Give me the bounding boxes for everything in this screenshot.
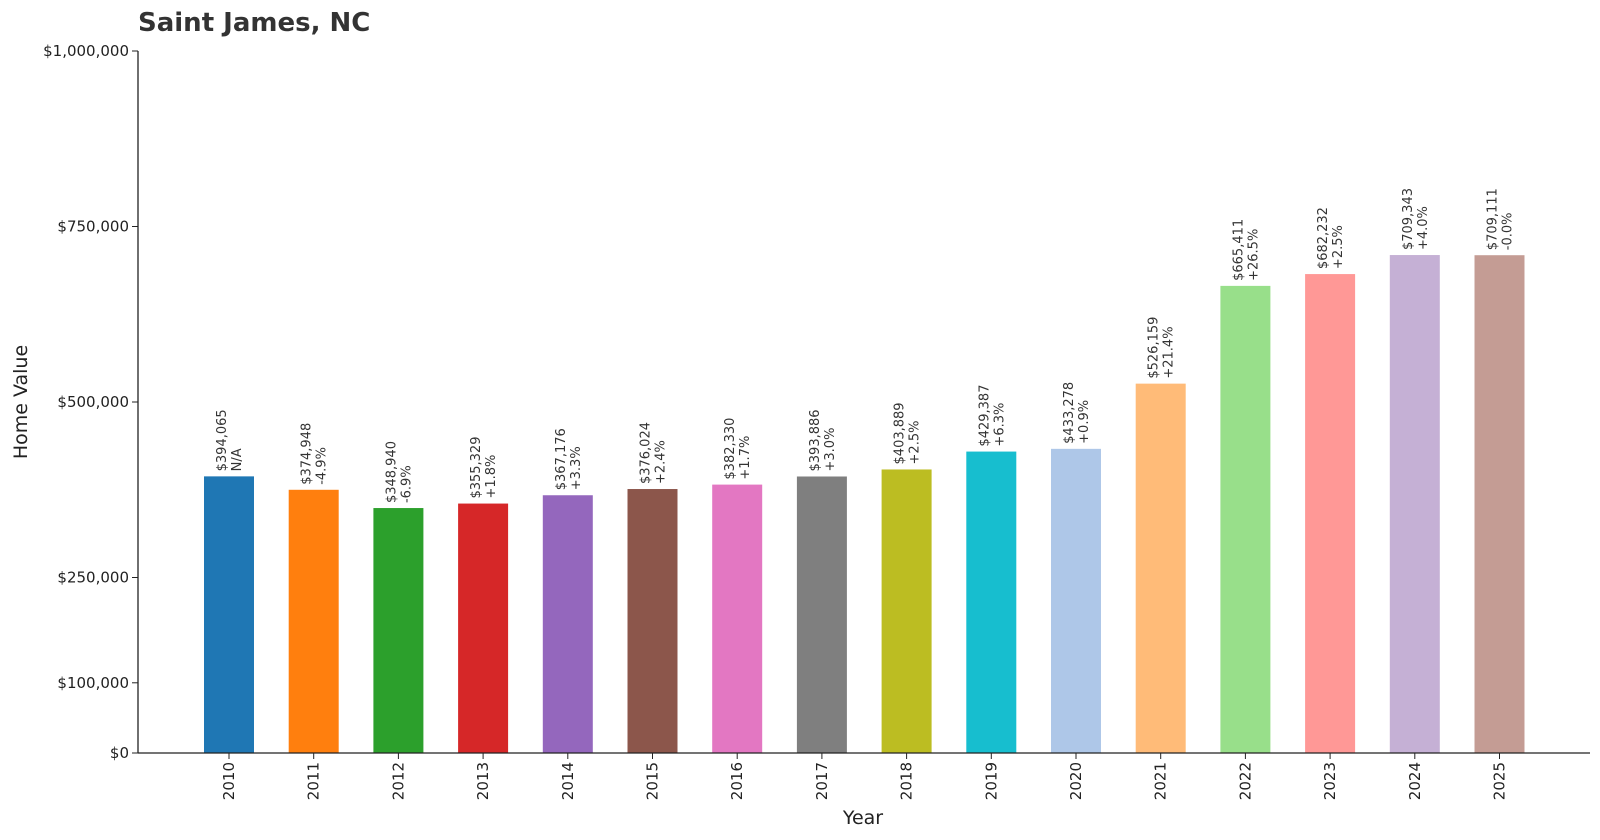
bar-value-label: $709,111	[1486, 188, 1501, 250]
bar-change-label: +2.4%	[654, 440, 669, 484]
bar-value-label: $682,232	[1316, 207, 1331, 269]
bar-change-label: -4.9%	[315, 447, 330, 485]
bar-2010	[204, 476, 254, 753]
bar-2021	[1135, 383, 1186, 753]
y-tick-label: $100,000	[57, 674, 129, 692]
x-tick-label: 2021	[1152, 762, 1170, 800]
bar-2011	[288, 489, 339, 753]
bar-change-label: +3.3%	[569, 446, 584, 490]
y-tick-label: $500,000	[57, 393, 129, 411]
bar-change-label: +6.3%	[992, 403, 1007, 447]
bar-change-label: +21.4%	[1162, 326, 1177, 378]
bar-value-label: $348,940	[384, 441, 399, 503]
y-tick-label: $750,000	[57, 218, 129, 236]
bar-change-label: -0.0%	[1501, 212, 1516, 250]
x-tick-label: 2024	[1406, 762, 1424, 800]
bar-value-label: $709,343	[1401, 188, 1416, 250]
x-tick-label: 2016	[728, 762, 746, 800]
y-axis-ticks: $0 $100,000 $250,000 $500,000 $750,000 $1,000…	[43, 42, 138, 762]
y-axis-label: Home Value	[10, 345, 32, 459]
bar-2012	[373, 508, 424, 753]
bars	[204, 255, 1525, 754]
bar-change-label: +4.0%	[1416, 206, 1431, 250]
bar-2023	[1305, 274, 1356, 753]
bar-value-label: $433,278	[1062, 382, 1077, 444]
x-tick-label: 2015	[644, 762, 662, 800]
bar-change-label: -6.9%	[399, 465, 414, 503]
bar-change-label: +2.5%	[1331, 225, 1346, 269]
bar-value-label: $355,329	[469, 437, 484, 499]
x-tick-label: 2022	[1236, 762, 1254, 800]
bar-2015	[627, 489, 678, 753]
bar-value-label: $403,889	[893, 402, 908, 464]
bar-change-label: +26.5%	[1246, 229, 1261, 281]
bar-change-label: +3.0%	[823, 428, 838, 472]
x-tick-label: 2013	[474, 762, 492, 800]
x-tick-label: 2023	[1321, 762, 1339, 800]
bar-2018	[881, 469, 932, 753]
x-tick-label: 2018	[898, 762, 916, 800]
bar-value-label: $374,948	[300, 423, 315, 485]
y-tick-label: $250,000	[57, 569, 129, 587]
y-tick-label: $1,000,000	[43, 42, 129, 60]
bar-2016	[712, 484, 763, 753]
bar-2024	[1389, 255, 1440, 754]
bar-change-label: +0.9%	[1077, 400, 1092, 444]
bar-2022	[1220, 285, 1271, 753]
bar-value-label: $393,886	[808, 409, 823, 471]
x-tick-label: 2019	[982, 762, 1000, 800]
bar-value-label: $394,065	[215, 409, 230, 471]
x-axis-label: Year	[842, 807, 883, 829]
bar-value-label: $429,387	[977, 385, 992, 447]
bar-value-label: $526,159	[1147, 317, 1162, 379]
x-tick-label: 2020	[1067, 762, 1085, 800]
bar-2020	[1051, 448, 1101, 753]
bar-change-label: +2.5%	[908, 421, 923, 465]
bar-labels: $394,065 N/A $374,948 -4.9% $348,940 -6.9% $35…	[215, 188, 1516, 503]
bar-change-label: +1.7%	[738, 436, 753, 480]
bar-value-label: $367,176	[554, 428, 569, 490]
chart-title: Saint James, NC	[138, 8, 370, 38]
bar-2013	[458, 503, 509, 753]
x-tick-label: 2025	[1491, 762, 1509, 800]
x-tick-label: 2017	[813, 762, 831, 800]
bar-2019	[966, 451, 1017, 753]
bar-change-label: +1.8%	[484, 455, 499, 499]
bar-2014	[542, 495, 593, 753]
bar-value-label: $665,411	[1231, 219, 1246, 281]
y-tick-label: $0	[110, 744, 129, 762]
x-tick-label: 2011	[305, 762, 323, 800]
bar-value-label: $376,024	[639, 422, 654, 484]
bar-change-label: N/A	[230, 448, 245, 471]
bar-2025	[1474, 255, 1525, 753]
bar-value-label: $382,330	[723, 418, 738, 480]
x-tick-label: 2012	[389, 762, 407, 800]
x-tick-label: 2010	[220, 762, 238, 800]
x-tick-label: 2014	[559, 762, 577, 800]
bar-2017	[796, 476, 847, 753]
x-axis-ticks: 2010 2011 2012 2013 2014 2015 2016 2017 2018 2019…	[220, 753, 1509, 800]
